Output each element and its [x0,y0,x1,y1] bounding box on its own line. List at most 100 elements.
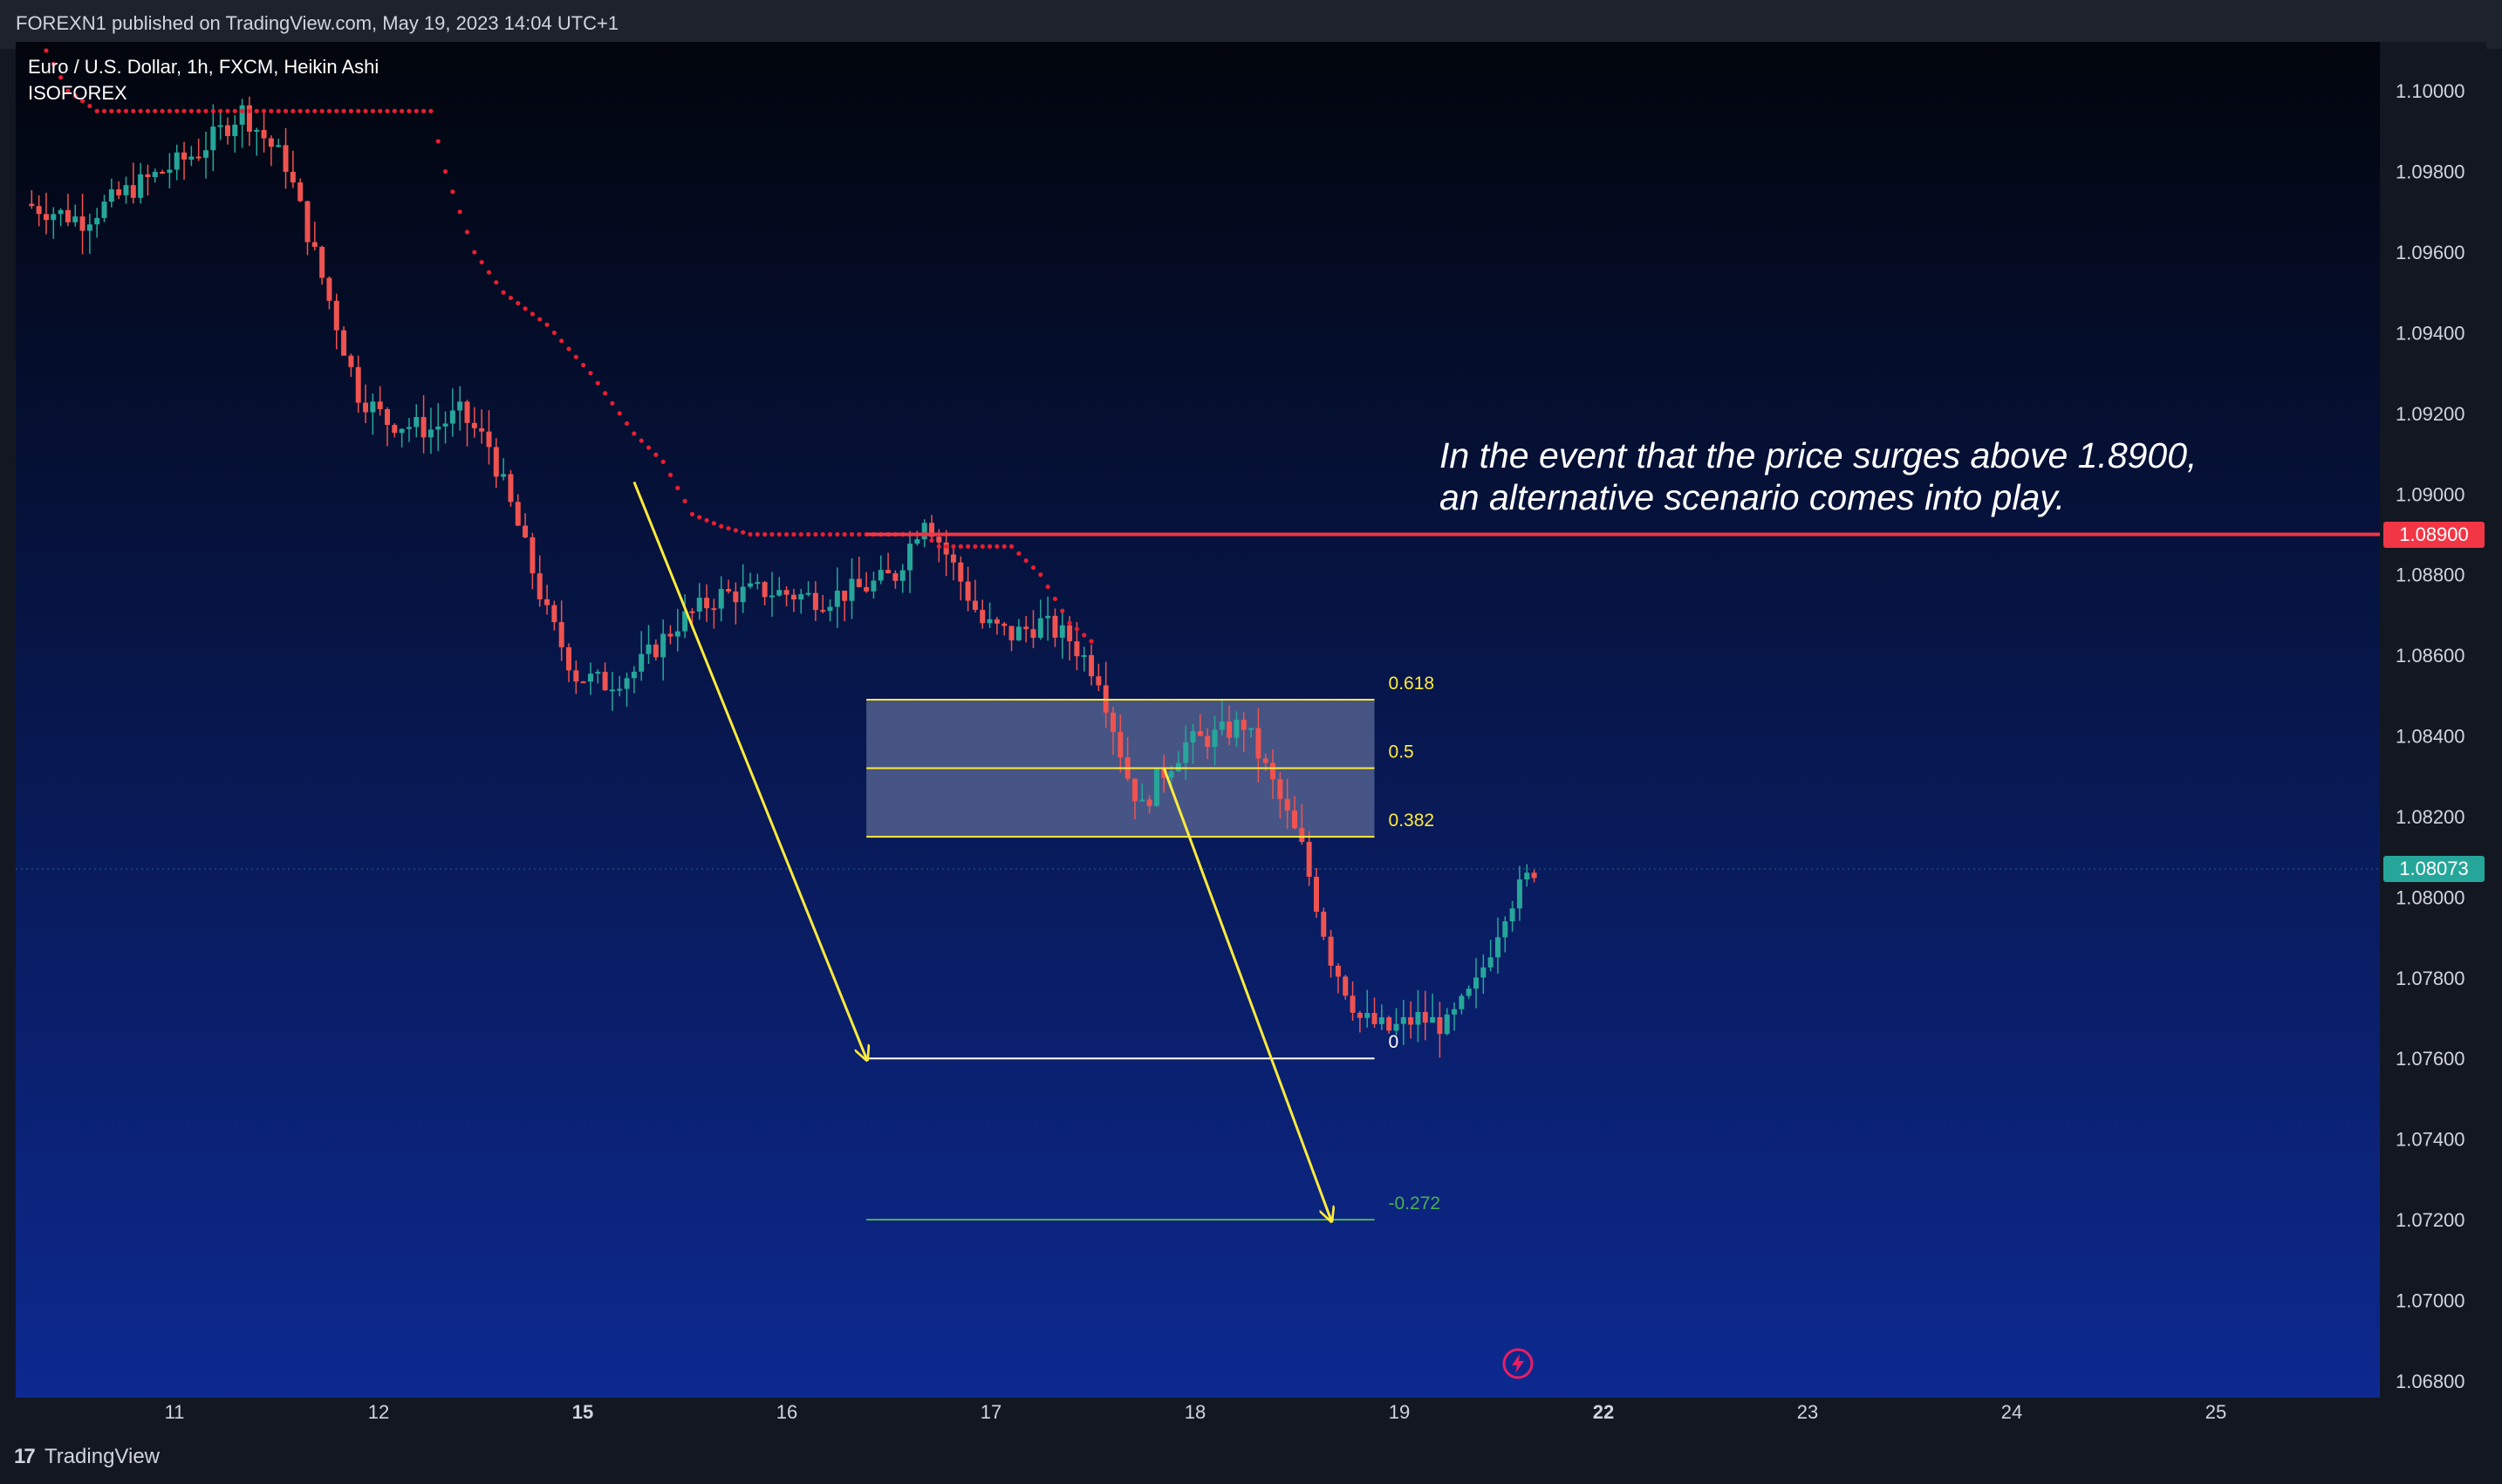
indicator-dot [87,103,92,109]
candle-body [1023,626,1029,630]
indicator-dot [370,108,375,113]
indicator-dot [610,400,615,406]
candle-body [224,125,230,136]
indicator-dot [225,108,230,113]
indicator-dot [581,362,586,368]
indicator-dot [798,531,803,537]
candle-body [624,678,630,689]
indicator-dot [304,108,311,113]
candle-body [1175,763,1181,772]
candle-body [1153,768,1159,806]
y-tick-label: 1.08400 [2396,726,2465,748]
y-tick-label: 1.08200 [2396,806,2465,828]
indicator-dot [653,452,659,457]
indicator-dot [748,531,753,537]
bottom-bar: 17 TradingView [0,1427,2502,1484]
candle-body [1466,988,1472,996]
candle-body [783,590,790,595]
indicator-dot [675,485,680,490]
indicator-dot [472,250,477,255]
candle-body [1197,731,1203,736]
candle-body [1509,908,1515,922]
indicator-dot [116,108,121,113]
tv-mark-icon: 17 [14,1445,36,1468]
x-tick-label: 17 [981,1401,1001,1423]
candle-body [1015,626,1022,641]
candle-body [1299,828,1305,842]
candle-body [457,401,463,411]
brand-name: TradingView [44,1445,161,1468]
candle-body [1059,625,1065,638]
lightning-icon[interactable] [1502,1348,1534,1379]
indicator-dot [312,108,318,113]
indicator-dot [153,108,158,113]
indicator-dot [457,209,462,215]
candle-body [152,172,158,178]
indicator-dot [595,380,600,386]
candle-body [790,594,796,600]
y-tick-label: 1.07600 [2396,1048,2465,1070]
candle-body [1168,771,1174,778]
y-tick-label: 1.08600 [2396,645,2465,667]
candle-body [580,681,586,684]
indicator-dot [667,472,673,477]
indicator-dot [769,531,775,537]
indicator-dot [697,515,702,520]
candle-body [392,425,398,434]
candle-body [689,611,695,613]
indicator-dot [385,108,390,113]
candle-body [1270,763,1276,780]
candle-body [1161,768,1167,778]
candle-body [442,423,448,427]
candle-body [1473,977,1479,989]
indicator-dot [719,523,724,529]
candle-body [1248,728,1254,730]
candle-body [449,410,455,424]
x-axis: 11 12 15 16 17 18 19 22 23 24 25 [16,1398,2486,1427]
candle-body [290,171,296,183]
indicator-dot [559,339,564,344]
candle-body [1378,1017,1384,1024]
y-tick-label: 1.09600 [2396,242,2465,263]
chart-canvas[interactable]: 0.618 0.5 0.382 0 -0.272 1.10000 1.09800 1.096… [16,42,2486,1427]
candle-body [297,182,304,202]
indicator-dot [682,498,687,503]
x-tick-label: 25 [2205,1401,2226,1423]
indicator-dot [291,108,296,113]
indicator-dot [58,75,64,80]
indicator-dot [544,322,550,327]
candle-body [950,554,956,563]
candle-body [653,644,659,658]
candle-body [1328,936,1334,966]
indicator-dot [632,431,637,436]
candle-body [116,189,122,195]
candle-body [885,570,892,574]
candle-body [65,209,71,222]
candle-body [348,355,354,367]
x-tick-label: 12 [368,1401,389,1423]
candle-body [573,670,579,682]
candle-body [261,129,267,139]
indicator-dot [334,108,339,113]
candle-body [276,145,282,147]
candle-body [1111,712,1116,732]
candle-body [740,586,746,603]
candle-body [1306,841,1312,877]
x-tick-label: 23 [1797,1401,1818,1423]
candle-body [1313,876,1319,913]
indicator-dot [196,108,202,113]
candle-body [370,401,376,413]
candle-body [130,185,136,198]
candle-body [1357,1012,1363,1018]
indicator-dot [1082,633,1087,638]
tradingview-logo-icon[interactable]: 17 TradingView [14,1445,160,1469]
candle-body [210,127,216,151]
indicator-dot [849,531,855,537]
candle-body [1052,615,1058,638]
chart-area[interactable]: 0.618 0.5 0.382 0 -0.272 1.10000 1.09800 1.096… [16,42,2486,1427]
candle-body [188,156,195,160]
indicator-dot [109,108,114,113]
indicator-dot [704,517,709,523]
indicator-dot [44,48,49,53]
indicator-dot [378,108,383,113]
